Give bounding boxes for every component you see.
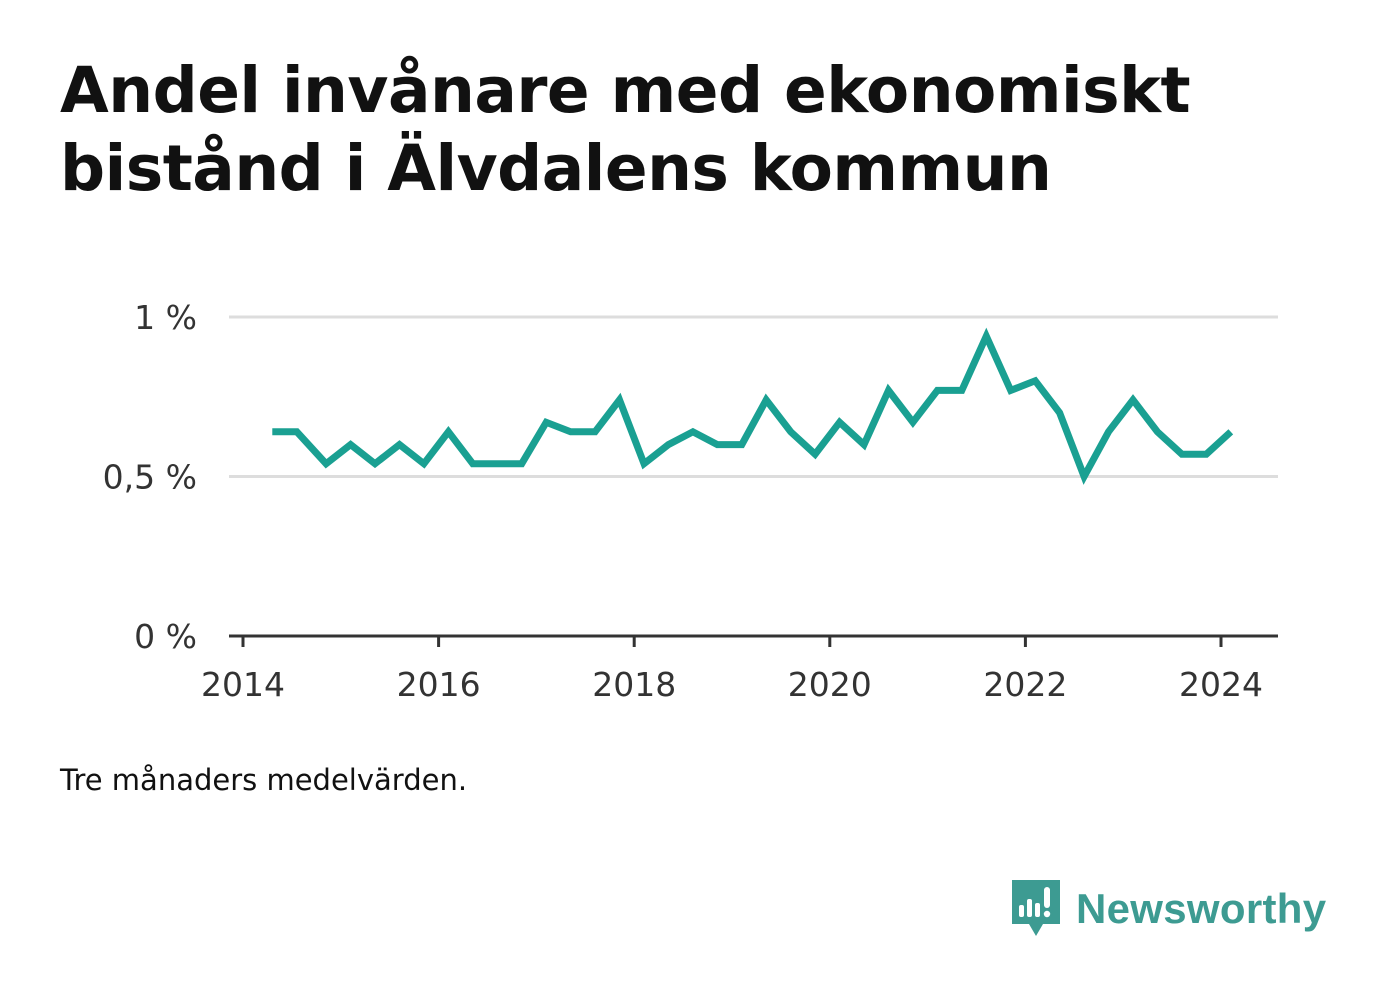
grid-lines	[229, 315, 1278, 478]
x-axis	[229, 634, 1278, 647]
x-axis-labels: 2014 2016 2018 2020 2022 2024	[201, 665, 1263, 704]
x-tick-label: 2018	[592, 665, 676, 704]
brand-logo: Newsworthy	[1010, 878, 1326, 940]
x-tick-label: 2014	[201, 665, 285, 704]
y-axis-labels: 0 % 0,5 % 1 %	[103, 298, 197, 656]
x-tick-label: 2024	[1179, 665, 1263, 704]
series-line	[272, 327, 1234, 485]
footnote: Tre månaders medelvärden.	[60, 763, 468, 797]
newsworthy-logo-icon	[1012, 880, 1060, 936]
x-tick-label: 2020	[788, 665, 872, 704]
y-tick-label: 0,5 %	[103, 458, 197, 497]
y-tick-label: 1 %	[134, 298, 197, 337]
line-chart: 0 % 0,5 % 1 % 2014 2016 2018 2020 2022 2024	[103, 298, 1278, 704]
y-tick-label: 0 %	[134, 617, 197, 656]
brand-name: Newsworthy	[1076, 885, 1327, 932]
x-tick-label: 2022	[983, 665, 1067, 704]
series-layer	[272, 327, 1234, 485]
chart-title: Andel invånare med ekonomiskt bistånd i …	[60, 54, 1191, 205]
x-tick-label: 2016	[397, 665, 481, 704]
